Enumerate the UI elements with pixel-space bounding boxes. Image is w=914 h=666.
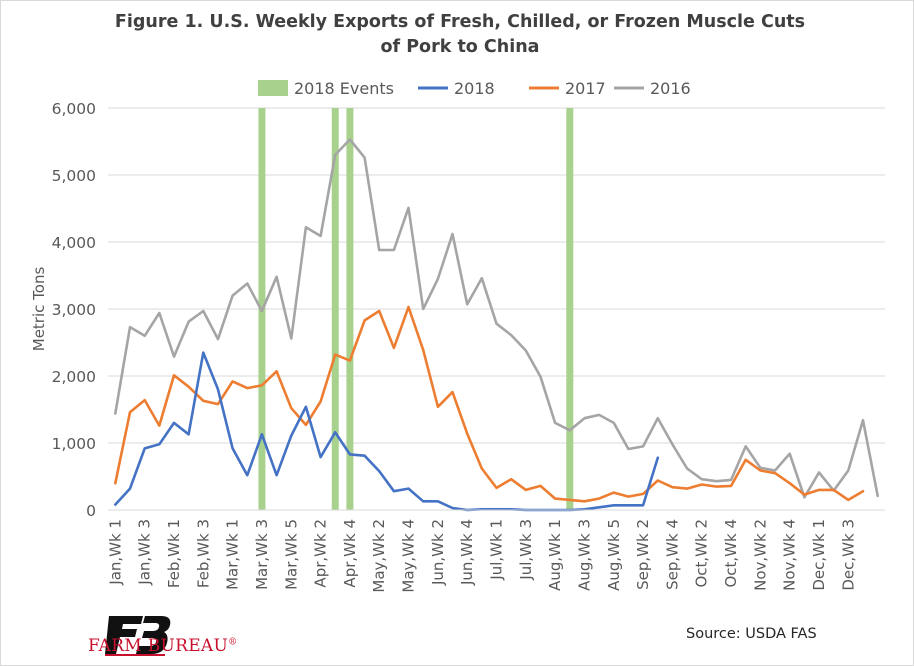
x-tick-label: Aug,Wk 5 bbox=[605, 519, 623, 591]
x-tick-label: Jun,Wk 2 bbox=[429, 519, 447, 586]
y-tick-label: 4,000 bbox=[52, 234, 96, 252]
brand-name-text: FARM BUREAU bbox=[88, 636, 229, 656]
x-tick-label: Mar,Wk 3 bbox=[253, 519, 271, 590]
y-tick-label: 2,000 bbox=[52, 368, 96, 386]
x-tick-label: Sep,Wk 2 bbox=[634, 519, 652, 590]
chart-title-line-1: Figure 1. U.S. Weekly Exports of Fresh, … bbox=[114, 12, 806, 32]
series-line-2016 bbox=[114, 138, 880, 499]
x-tick-label: Nov,Wk 4 bbox=[781, 519, 799, 591]
x-tick-label: May,Wk 2 bbox=[370, 519, 388, 593]
chart-title-line-2: of Pork to China bbox=[380, 37, 540, 57]
legend-label: 2018 bbox=[454, 79, 495, 98]
y-axis-label: Metric Tons bbox=[30, 267, 48, 352]
series-lines bbox=[114, 138, 880, 512]
gridlines bbox=[108, 107, 885, 444]
legend-item-2018: 2018 bbox=[418, 79, 495, 98]
farm-bureau-fb-icon bbox=[105, 616, 171, 656]
x-tick-label: Jul,Wk 1 bbox=[488, 519, 506, 581]
x-tick-label: Feb,Wk 1 bbox=[165, 519, 183, 588]
legend: 2018 Events 2018 2017 2016 bbox=[258, 79, 691, 98]
x-tick-label: Apr,Wk 2 bbox=[312, 519, 330, 588]
legend-item-2017: 2017 bbox=[529, 79, 606, 98]
series-line-2017 bbox=[114, 305, 865, 503]
x-tick-label: Nov,Wk 2 bbox=[751, 519, 769, 591]
legend-swatch bbox=[258, 80, 288, 96]
y-tick-label: 1,000 bbox=[52, 435, 96, 453]
legend-label: 2018 Events bbox=[294, 79, 394, 98]
y-tick-label: 0 bbox=[86, 502, 96, 520]
x-tick-label: Mar,Wk 1 bbox=[224, 519, 242, 590]
x-tick-label: Jun,Wk 4 bbox=[458, 519, 476, 586]
x-tick-label: Jan,Wk 1 bbox=[106, 519, 124, 586]
x-tick-label: Jul,Wk 3 bbox=[517, 519, 535, 581]
x-tick-label: Sep,Wk 4 bbox=[663, 519, 681, 590]
legend-item-2016: 2016 bbox=[614, 79, 691, 98]
x-tick-label: Dec,Wk 1 bbox=[810, 519, 828, 591]
x-tick-label: Oct,Wk 2 bbox=[693, 519, 711, 588]
chart-title: Figure 1. U.S. Weekly Exports of Fresh, … bbox=[40, 10, 880, 60]
y-axis: 0 1,000 2,000 3,000 4,000 5,000 6,000 bbox=[52, 100, 96, 520]
x-tick-label: Mar,Wk 5 bbox=[282, 519, 300, 590]
x-tick-label: Aug,Wk 3 bbox=[576, 519, 594, 591]
x-tick-label: Jan,Wk 3 bbox=[136, 519, 154, 586]
x-axis: Jan,Wk 1 Jan,Wk 3 Feb,Wk 1 Feb,Wk 3 Mar,Wk 1… bbox=[106, 509, 885, 593]
legend-item-events: 2018 Events bbox=[258, 79, 394, 98]
x-tick-label: Oct,Wk 4 bbox=[722, 519, 740, 588]
event-bar bbox=[346, 108, 354, 510]
x-tick-label: May,Wk 4 bbox=[400, 519, 418, 593]
farm-bureau-wordmark: FARM BUREAU® bbox=[88, 636, 237, 656]
y-tick-label: 5,000 bbox=[52, 167, 96, 185]
x-tick-label: Aug,Wk 1 bbox=[546, 519, 564, 591]
source-note: Source: USDA FAS bbox=[686, 626, 817, 642]
y-tick-label: 6,000 bbox=[52, 100, 96, 118]
x-tick-label: Feb,Wk 3 bbox=[194, 519, 212, 588]
legend-label: 2016 bbox=[650, 79, 691, 98]
event-bar bbox=[331, 108, 339, 510]
x-tick-label: Dec,Wk 3 bbox=[839, 519, 857, 591]
legend-label: 2017 bbox=[565, 79, 606, 98]
x-tick-label: Apr,Wk 4 bbox=[341, 519, 359, 588]
event-bar bbox=[566, 108, 574, 510]
y-tick-label: 3,000 bbox=[52, 301, 96, 319]
registered-mark: ® bbox=[228, 637, 238, 648]
